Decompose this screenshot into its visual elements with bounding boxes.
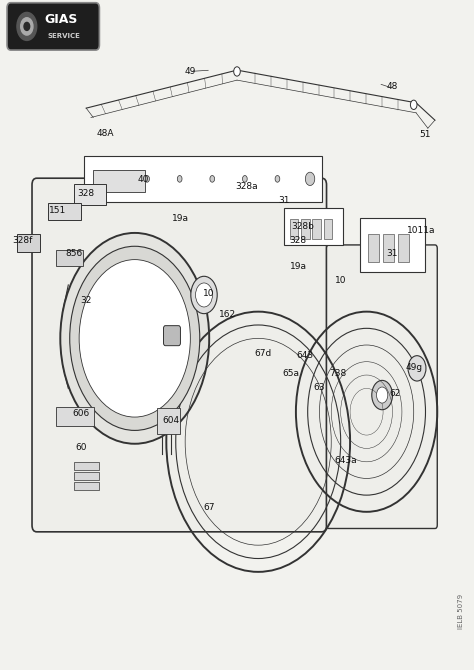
Circle shape xyxy=(24,22,30,30)
Circle shape xyxy=(110,172,119,186)
Text: 328: 328 xyxy=(78,189,95,198)
Text: 606: 606 xyxy=(73,409,90,418)
Text: 62: 62 xyxy=(389,389,401,398)
Circle shape xyxy=(196,283,212,307)
Text: 151: 151 xyxy=(49,206,66,214)
Text: 856: 856 xyxy=(66,249,83,258)
FancyBboxPatch shape xyxy=(284,208,343,245)
Circle shape xyxy=(17,13,36,40)
FancyBboxPatch shape xyxy=(164,326,181,346)
FancyBboxPatch shape xyxy=(290,219,298,239)
FancyBboxPatch shape xyxy=(55,407,94,425)
FancyBboxPatch shape xyxy=(327,245,438,529)
Text: 19a: 19a xyxy=(172,214,189,223)
Text: 738: 738 xyxy=(330,369,347,378)
Text: 328b: 328b xyxy=(292,222,314,231)
Text: 60: 60 xyxy=(76,443,87,452)
FancyBboxPatch shape xyxy=(312,219,321,239)
Text: 1011a: 1011a xyxy=(407,226,435,234)
Text: 328f: 328f xyxy=(12,236,33,245)
Text: GIAS: GIAS xyxy=(45,13,78,26)
FancyBboxPatch shape xyxy=(55,250,83,265)
FancyBboxPatch shape xyxy=(93,170,145,192)
Circle shape xyxy=(376,387,388,403)
Text: SERVICE: SERVICE xyxy=(47,33,80,39)
FancyBboxPatch shape xyxy=(301,219,310,239)
FancyBboxPatch shape xyxy=(47,203,82,220)
Circle shape xyxy=(275,176,280,182)
Text: 328: 328 xyxy=(290,236,307,245)
FancyBboxPatch shape xyxy=(74,462,99,470)
Circle shape xyxy=(60,233,209,444)
Circle shape xyxy=(305,172,315,186)
Text: 67d: 67d xyxy=(254,349,272,358)
Text: IELB 5079: IELB 5079 xyxy=(458,594,464,628)
Circle shape xyxy=(210,176,215,182)
Text: 32: 32 xyxy=(81,295,92,305)
Text: 48: 48 xyxy=(387,82,398,90)
Circle shape xyxy=(21,17,33,35)
Text: 162: 162 xyxy=(219,310,236,320)
FancyBboxPatch shape xyxy=(7,3,100,50)
Circle shape xyxy=(79,259,191,417)
FancyBboxPatch shape xyxy=(74,184,107,205)
Text: 604: 604 xyxy=(163,416,180,425)
Circle shape xyxy=(234,67,240,76)
Text: 67: 67 xyxy=(203,502,214,512)
FancyBboxPatch shape xyxy=(32,178,327,532)
Text: 328a: 328a xyxy=(235,182,258,192)
Circle shape xyxy=(243,176,247,182)
Circle shape xyxy=(145,176,149,182)
Text: 10: 10 xyxy=(335,276,346,285)
Text: 40: 40 xyxy=(137,175,148,184)
Text: 65a: 65a xyxy=(283,369,300,378)
FancyBboxPatch shape xyxy=(383,234,394,261)
Circle shape xyxy=(177,176,182,182)
Circle shape xyxy=(70,247,200,430)
Text: 31: 31 xyxy=(387,249,398,258)
FancyBboxPatch shape xyxy=(398,234,410,261)
FancyBboxPatch shape xyxy=(18,234,40,253)
Text: 643a: 643a xyxy=(334,456,357,465)
FancyBboxPatch shape xyxy=(359,218,426,271)
Text: 31: 31 xyxy=(278,196,290,205)
FancyBboxPatch shape xyxy=(157,409,180,433)
Text: 48A: 48A xyxy=(96,129,114,138)
Circle shape xyxy=(408,356,426,381)
FancyBboxPatch shape xyxy=(324,219,332,239)
Text: 10: 10 xyxy=(203,289,214,298)
Text: 19a: 19a xyxy=(290,263,307,271)
Text: 63: 63 xyxy=(314,383,325,391)
Text: 49: 49 xyxy=(184,67,196,76)
Circle shape xyxy=(191,276,217,314)
Circle shape xyxy=(410,100,417,109)
Text: 49g: 49g xyxy=(405,362,422,372)
FancyBboxPatch shape xyxy=(368,234,379,261)
FancyBboxPatch shape xyxy=(74,472,99,480)
Text: 643: 643 xyxy=(297,350,314,360)
FancyBboxPatch shape xyxy=(84,156,322,202)
FancyBboxPatch shape xyxy=(74,482,99,490)
Circle shape xyxy=(372,381,392,410)
Text: 51: 51 xyxy=(420,131,431,139)
